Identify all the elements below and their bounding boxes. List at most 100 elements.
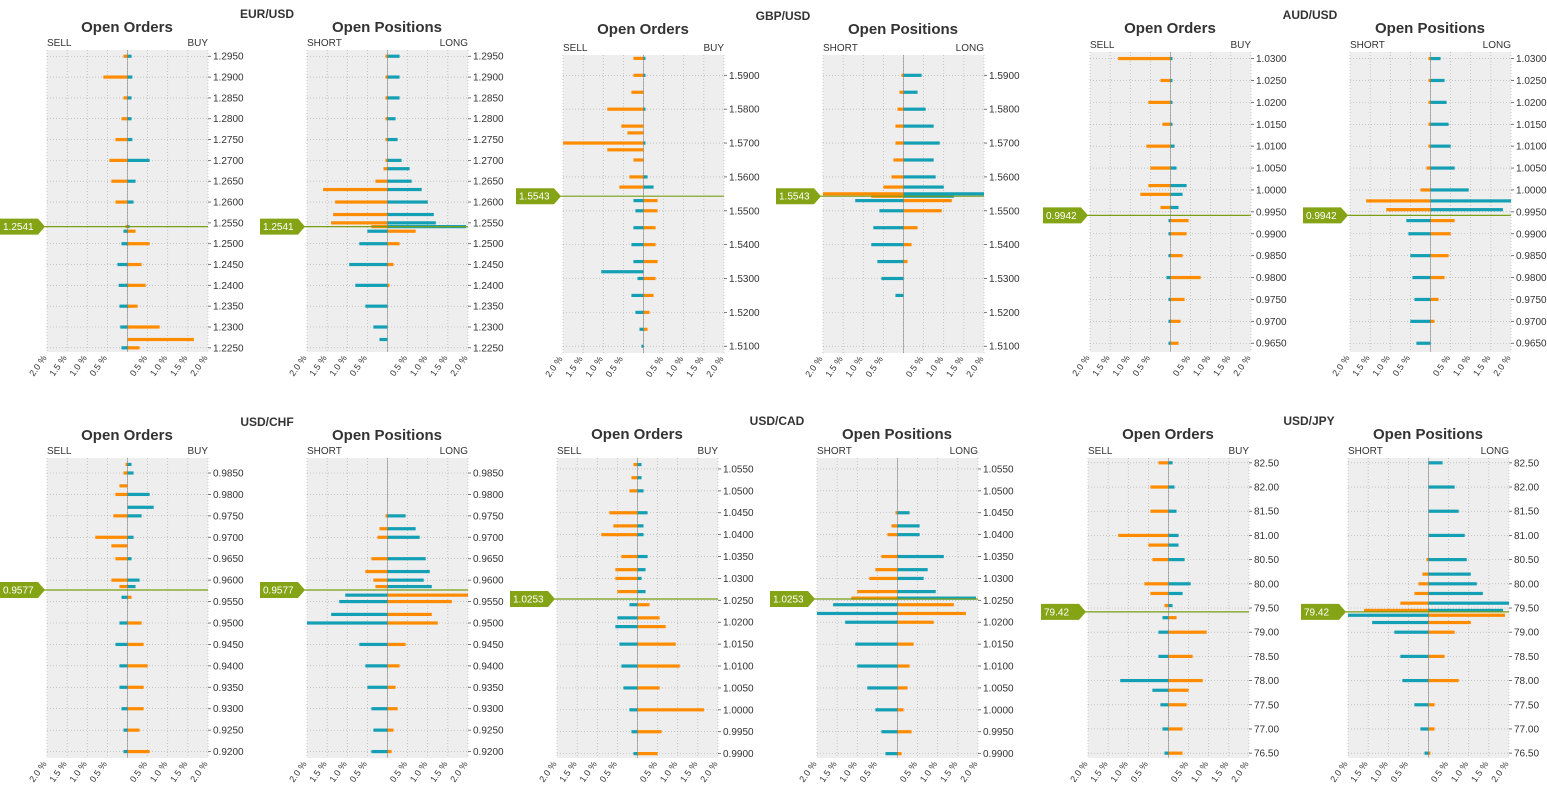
y-tick-label: 1.5800	[729, 105, 760, 116]
y-tick-label: 1.0050	[723, 683, 754, 694]
currency-pair-label: USD/CHF	[240, 415, 293, 429]
bar-buy-below	[127, 728, 140, 732]
x-tick-label: 2.0 %	[1231, 353, 1252, 378]
bar-short	[875, 568, 898, 572]
bar-short	[1428, 78, 1431, 83]
bar-short-below	[1414, 297, 1431, 302]
x-tick-label: 0.5 %	[864, 354, 885, 379]
bar-buy-below	[643, 259, 658, 264]
bar-short	[385, 117, 388, 121]
chart-title: Open Positions	[842, 426, 952, 443]
bar-short	[895, 124, 904, 128]
y-tick-label: 1.5300	[989, 274, 1020, 285]
x-tick-label: 2.0 %	[698, 759, 719, 784]
bar-sell	[1162, 122, 1171, 126]
bar-long-below	[387, 664, 400, 668]
bar-sell	[621, 554, 638, 559]
bar-buy-below	[643, 226, 656, 230]
bar-buy	[127, 75, 133, 79]
x-tick-label: 0.5 %	[644, 354, 665, 379]
bar-short	[851, 596, 898, 600]
y-tick-label: 1.0350	[723, 552, 754, 563]
bar-sell	[1148, 100, 1171, 104]
bar-sell-below	[123, 728, 128, 732]
bar-buy	[637, 511, 648, 515]
bar-sell	[1160, 205, 1171, 210]
chart-title: Open Positions	[332, 19, 442, 36]
chart-title: Open Positions	[332, 427, 442, 444]
bar-long-below	[903, 199, 952, 203]
bar-buy	[1168, 485, 1175, 489]
y-tick-label: 78.00	[1514, 676, 1539, 687]
bar-short	[887, 533, 898, 537]
bar-sell	[617, 589, 638, 594]
bar-buy-below	[1170, 219, 1189, 223]
bar-sell-below	[119, 664, 128, 668]
bar-buy	[637, 554, 648, 559]
y-tick-label: 0.9400	[213, 661, 244, 672]
x-tick-label: 0.5 %	[858, 759, 879, 784]
y-tick-label: 1.2500	[473, 239, 504, 250]
chart-title: Open Positions	[848, 21, 958, 38]
y-tick-label: 1.2600	[473, 198, 504, 209]
y-tick-label: 1.5600	[729, 172, 760, 183]
y-tick-label: 77.50	[1514, 700, 1539, 711]
left-side-label: SHORT	[817, 446, 852, 457]
y-tick-label: 1.0300	[723, 574, 754, 585]
current-price-tag	[1041, 603, 1086, 620]
x-tick-label: 0.5 %	[1131, 353, 1152, 378]
current-price-label: 0.9577	[263, 586, 294, 597]
bar-long	[1430, 100, 1447, 104]
x-tick-label: 1.0 %	[1370, 353, 1391, 378]
x-tick-label: 0.5 %	[898, 759, 919, 784]
y-tick-label: 78.00	[1254, 676, 1279, 687]
y-tick-label: 1.0150	[1516, 120, 1547, 131]
bar-buy-below	[637, 625, 666, 629]
bar-buy	[1170, 183, 1187, 188]
bar-buy	[127, 158, 150, 162]
y-tick-label: 80.00	[1514, 579, 1539, 590]
y-tick-label: 0.9300	[473, 704, 504, 715]
y-tick-label: 1.0300	[1516, 54, 1547, 65]
left-side-label: SELL	[1090, 40, 1115, 51]
chart-panel: 1.2950 1.2900 1.2850 1.2800 1.2750 1.2700 1.26…	[260, 19, 504, 378]
bar-short	[385, 96, 388, 100]
bar-short-below	[817, 611, 898, 616]
bar-short-below	[349, 262, 388, 267]
x-tick-label: 2.0 %	[27, 353, 48, 378]
bar-long	[387, 535, 420, 539]
bar-long	[897, 524, 920, 528]
y-tick-label: 1.0200	[723, 618, 754, 629]
chart-title: Open Positions	[1375, 20, 1485, 37]
bar-sell-below	[623, 686, 638, 690]
y-tick-label: 0.9800	[473, 490, 504, 501]
bar-long	[1428, 591, 1483, 596]
bar-long-below	[387, 612, 432, 617]
y-tick-label: 1.0100	[1516, 142, 1547, 153]
chart-panel: 1.0300 1.0250 1.0200 1.0150 1.0100 1.0050 1.00…	[1043, 8, 1338, 378]
x-tick-label: 1.5 %	[557, 759, 578, 784]
bar-long	[387, 179, 412, 183]
x-tick-label: 1.0 %	[577, 759, 598, 784]
y-tick-label: 1.0350	[983, 552, 1014, 563]
bar-buy-below	[127, 685, 144, 689]
bar-long	[903, 73, 922, 77]
bar-short	[323, 187, 388, 192]
y-tick-label: 0.9350	[473, 683, 504, 694]
bar-sell	[633, 56, 644, 60]
bar-long	[387, 221, 436, 225]
bar-sell-below	[1120, 678, 1169, 683]
bar-sell-below	[635, 310, 644, 314]
y-tick-label: 1.5400	[729, 240, 760, 251]
bar-buy	[127, 557, 132, 561]
bar-short-below	[1420, 727, 1429, 731]
y-tick-label: 0.9900	[983, 749, 1014, 760]
bar-long-below	[903, 259, 908, 264]
bar-short	[385, 75, 388, 79]
bar-long-below	[1430, 275, 1445, 280]
x-tick-label: 0.5 %	[88, 353, 109, 378]
bar-long	[387, 96, 400, 100]
y-tick-label: 76.50	[1514, 749, 1539, 760]
bar-short-below	[331, 612, 388, 617]
bar-buy	[127, 535, 134, 539]
